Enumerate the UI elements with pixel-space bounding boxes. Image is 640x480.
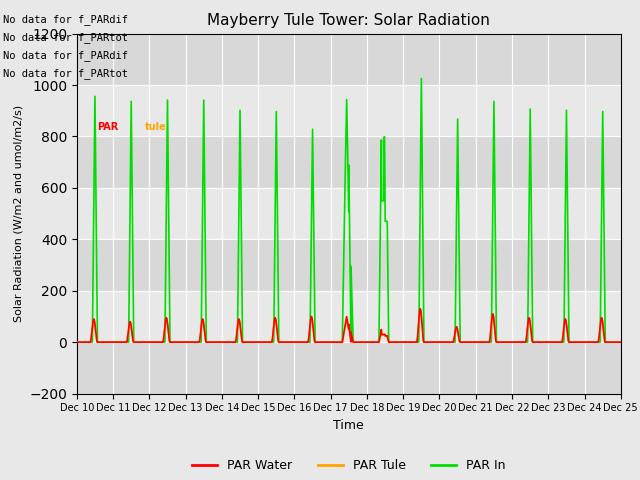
- Bar: [77, 240, 621, 291]
- Bar: [77, 342, 621, 394]
- Bar: [77, 188, 621, 240]
- Bar: [77, 136, 621, 188]
- Bar: [77, 291, 621, 342]
- Text: No data for f_PARdif: No data for f_PARdif: [3, 13, 128, 24]
- Text: No data for f_PARtot: No data for f_PARtot: [3, 32, 128, 43]
- Title: Mayberry Tule Tower: Solar Radiation: Mayberry Tule Tower: Solar Radiation: [207, 13, 490, 28]
- Text: No data for f_PARdif: No data for f_PARdif: [3, 50, 128, 61]
- Bar: [77, 85, 621, 136]
- Bar: [77, 34, 621, 85]
- Y-axis label: Solar Radiation (W/m2 and umol/m2/s): Solar Radiation (W/m2 and umol/m2/s): [13, 105, 24, 322]
- Legend: PAR Water, PAR Tule, PAR In: PAR Water, PAR Tule, PAR In: [188, 455, 510, 477]
- X-axis label: Time: Time: [333, 419, 364, 432]
- Text: No data for f_PARtot: No data for f_PARtot: [3, 68, 128, 79]
